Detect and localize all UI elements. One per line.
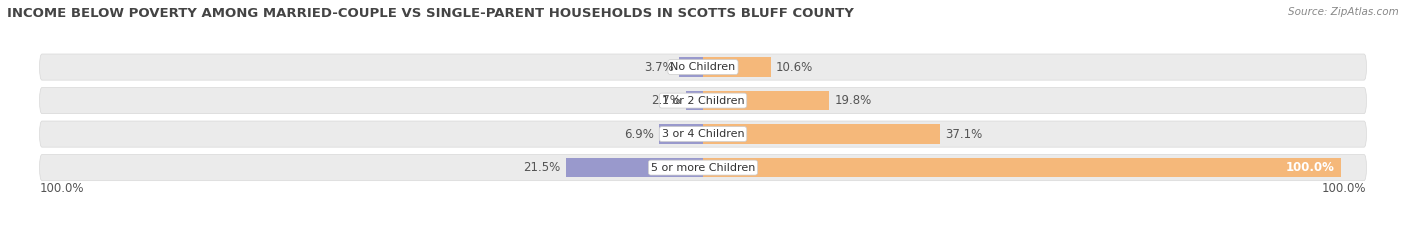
Bar — [565, 158, 703, 177]
Bar — [703, 91, 830, 110]
Bar — [703, 124, 939, 144]
FancyBboxPatch shape — [39, 54, 1367, 80]
FancyBboxPatch shape — [39, 154, 1367, 181]
Text: 2.7%: 2.7% — [651, 94, 681, 107]
Text: 3.7%: 3.7% — [644, 61, 675, 74]
Text: No Children: No Children — [671, 62, 735, 72]
FancyBboxPatch shape — [39, 121, 1367, 147]
Text: 5 or more Children: 5 or more Children — [651, 163, 755, 173]
Text: 37.1%: 37.1% — [945, 128, 981, 140]
Bar — [686, 91, 703, 110]
Bar — [703, 57, 770, 77]
Text: Source: ZipAtlas.com: Source: ZipAtlas.com — [1288, 7, 1399, 17]
Text: INCOME BELOW POVERTY AMONG MARRIED-COUPLE VS SINGLE-PARENT HOUSEHOLDS IN SCOTTS : INCOME BELOW POVERTY AMONG MARRIED-COUPL… — [7, 7, 853, 20]
Bar — [659, 124, 703, 144]
Bar — [703, 158, 1341, 177]
Text: 3 or 4 Children: 3 or 4 Children — [662, 129, 744, 139]
Bar — [679, 57, 703, 77]
Text: 19.8%: 19.8% — [834, 94, 872, 107]
FancyBboxPatch shape — [39, 88, 1367, 114]
Text: 100.0%: 100.0% — [1322, 182, 1367, 195]
Text: 21.5%: 21.5% — [523, 161, 561, 174]
Text: 100.0%: 100.0% — [39, 182, 84, 195]
Text: 6.9%: 6.9% — [624, 128, 654, 140]
Text: 100.0%: 100.0% — [1285, 161, 1334, 174]
Text: 10.6%: 10.6% — [776, 61, 813, 74]
Text: 1 or 2 Children: 1 or 2 Children — [662, 96, 744, 106]
